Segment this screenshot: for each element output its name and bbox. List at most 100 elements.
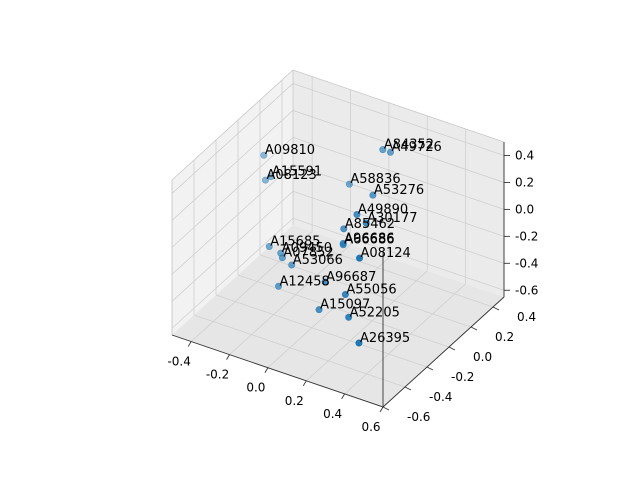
data-point-label: A53276 [374,183,424,198]
x-tick-mark [264,367,269,373]
x-tick-mark [187,341,192,347]
x-tick-label: 0.6 [361,420,380,434]
data-point-label: A08123 [266,168,316,183]
data-point [355,339,363,347]
data-point [278,254,286,262]
grid-line-z-left [171,110,294,221]
x-tick-mark [226,354,230,360]
x-axis-line [171,334,384,408]
data-point-label: A49726 [391,140,441,155]
grid-line-x-floor [344,283,466,395]
data-point-label: A09450 [282,241,332,256]
data-point [267,173,275,181]
grid-line-y-floor [215,294,428,368]
grid-line-y-floor [281,234,494,308]
data-point [315,306,323,314]
data-point [340,225,348,233]
pane-left [172,70,293,335]
grid-line-x-floor [229,244,351,355]
grid-line-y-floor [237,274,450,348]
z-tick-label: 0.2 [515,175,534,189]
y-tick-label: -0.6 [407,410,430,424]
data-point [369,191,377,199]
z-tick-label: 0.0 [515,202,534,216]
data-point [275,282,283,290]
data-point-label: A84352 [384,138,434,153]
data-point [362,219,370,227]
data-point-label: A96687 [326,270,376,285]
x-tick-label: 0.0 [246,381,265,395]
data-points [260,146,394,347]
data-point-label: A09810 [265,143,315,158]
grid-line-x-floor [267,257,390,369]
z-tick-label: -0.2 [515,229,538,243]
data-point [339,241,347,249]
tick-labels: -0.4 -0.2 0.0 0.2 0.4 0.6 -0.6 -0.4 -0.2 0.0 0.2 0.… [167,148,538,434]
data-point [386,148,394,156]
y-axis-line [382,296,505,408]
y-tick-label: -0.4 [429,390,452,404]
data-point-label: A07852 [283,246,333,261]
grid-line-y-floor [193,314,406,388]
grid-line-z-left [171,217,294,329]
grid-line-z-left [171,137,294,248]
data-point-label: A15591 [272,165,322,180]
grid-line-z-back [292,217,505,291]
grid-line-z-back [292,83,505,156]
grid-line-z-back [292,110,505,183]
grid-line-z-back [292,163,505,237]
data-point [345,313,353,321]
data-point-label: A55056 [346,282,396,297]
axis-lines [171,69,505,408]
grid-line-x-floor [190,231,313,342]
x-tick-label: 0.2 [285,394,304,408]
z-tick-label: -0.4 [515,256,538,270]
y-tick-label: 0.4 [517,310,536,324]
z-tick-label: -0.6 [515,283,538,297]
data-point [260,151,268,159]
data-point-label: A26395 [360,331,410,346]
x-tick-mark [302,380,307,387]
y-tick-mark [470,326,478,331]
y-tick-mark [492,306,500,311]
data-point-label: A08124 [361,246,411,261]
data-point [261,176,269,184]
pane-edge [171,69,294,181]
y-tick-mark [404,386,412,391]
x-tick-label: -0.4 [167,355,190,369]
y-tick-mark [382,406,390,411]
data-point-label: A53066 [293,253,343,268]
grid-line-y-floor [259,254,472,328]
data-point-label: A96686 [344,231,394,246]
data-point-label: A58836 [350,172,400,187]
data-point [353,210,361,218]
grid-line-z-left [171,83,294,194]
grid-line-z-left [171,164,294,275]
data-point-label: A15097 [320,298,370,313]
data-point [345,180,353,188]
data-point [288,261,296,269]
pane-floor [172,225,504,407]
data-point-label: A85462 [345,217,395,232]
data-point [265,242,273,250]
data-point-label: A66686 [344,233,394,248]
grid-line-z-back [292,190,505,264]
pane-back [293,70,504,297]
pane-edge [292,69,505,143]
data-point-label: A49890 [358,202,408,217]
y-tick-label: 0.0 [473,350,492,364]
grid-line-z-left [171,191,294,302]
x-tick-mark [379,406,384,413]
grid-line-z-back [292,137,505,210]
data-point-label: A15685 [270,234,320,249]
x-tick-label: 0.4 [323,407,342,421]
data-point-label: A12458 [280,274,330,289]
y-tick-mark [448,346,456,351]
data-point [341,290,349,298]
y-tick-label: -0.2 [451,370,474,384]
x-tick-label: -0.2 [206,368,229,382]
data-point-label: A52205 [350,305,400,320]
data-point [321,278,329,286]
